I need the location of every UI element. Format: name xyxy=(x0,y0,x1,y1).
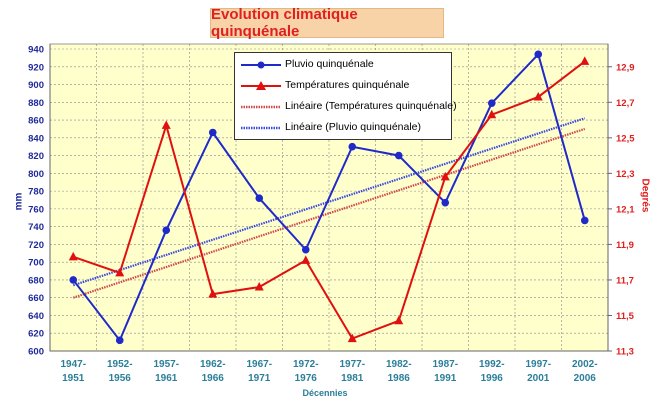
y-tick-label-left: 760 xyxy=(28,204,44,215)
y-tick-label-left: 680 xyxy=(28,275,44,286)
series-line-pluvio xyxy=(72,52,586,343)
point-temperatures xyxy=(254,282,264,291)
point-pluvio xyxy=(580,216,589,225)
point-temperatures xyxy=(394,315,404,325)
x-tick-label: 1976 xyxy=(295,373,318,384)
y-tick-label-left: 660 xyxy=(28,293,44,304)
y-tick-label-left: 780 xyxy=(28,187,44,198)
x-tick-label: 1956 xyxy=(109,373,132,384)
y-tick-label-left: 860 xyxy=(28,116,44,127)
point-temperatures xyxy=(440,171,450,181)
legend-swatch-temperatures xyxy=(241,81,281,90)
y-tick-label-right: 11,9 xyxy=(616,240,634,251)
x-tick-label: 1977- xyxy=(339,359,365,370)
y-tick-label-left: 600 xyxy=(28,347,44,358)
y-tick-label-left: 920 xyxy=(28,62,44,73)
y-axis-label-right: Degrés xyxy=(639,178,650,213)
legend-swatch-trend-pluvio xyxy=(241,126,281,130)
point-temperatures xyxy=(115,267,125,277)
trend-line-pluvio xyxy=(72,117,586,287)
legend-swatch-trend-temperatures xyxy=(241,105,281,109)
y-tick-label-left: 800 xyxy=(28,169,44,180)
y-tick-label-left: 700 xyxy=(28,258,44,269)
y-tick-label-right: 12,3 xyxy=(616,169,635,180)
x-tick-label: 1967- xyxy=(246,359,272,370)
legend-label-trend-pluvio: Linéaire (Pluvio quinquénale) xyxy=(285,121,422,133)
y-tick-label-right: 11,7 xyxy=(616,275,634,286)
point-temperatures xyxy=(208,289,218,298)
x-tick-label: 1947- xyxy=(60,359,86,370)
point-temperatures xyxy=(301,255,311,264)
y-tick-label-right: 12,9 xyxy=(616,62,635,73)
x-tick-label: 1971 xyxy=(248,373,271,384)
trend-line-temperatures xyxy=(72,127,586,299)
point-temperatures xyxy=(533,91,543,101)
chart-title: Evolution climatique quinquénale xyxy=(210,6,444,40)
point-pluvio xyxy=(69,276,78,284)
point-temperatures xyxy=(347,333,357,343)
point-temperatures xyxy=(580,56,590,65)
x-tick-label: 1987- xyxy=(432,359,458,370)
legend-item-pluvio: Pluvio quinquénale xyxy=(235,55,451,75)
legend-label-trend-temperatures: Linéaire (Températures quinquénale) xyxy=(285,100,457,112)
y-tick-label-left: 740 xyxy=(28,222,44,233)
y-tick-label-right: 11,5 xyxy=(616,311,635,322)
x-tick-label: 1992- xyxy=(479,359,505,370)
legend-label-temperatures: Températures quinquénale xyxy=(285,79,410,91)
x-tick-label: 1996 xyxy=(481,373,504,384)
x-tick-label: 1952- xyxy=(107,359,133,370)
legend-item-temperatures: Températures quinquénale xyxy=(235,76,451,96)
point-pluvio xyxy=(394,151,403,160)
point-pluvio xyxy=(255,194,264,203)
point-pluvio xyxy=(115,336,124,345)
legend-swatch-pluvio xyxy=(241,61,281,69)
y-tick-label-right: 11,3 xyxy=(616,347,634,358)
y-axis-label-left: mm xyxy=(13,192,25,211)
x-tick-label: 1966 xyxy=(202,373,225,384)
x-tick-label: 1981 xyxy=(341,373,364,384)
y-tick-label-left: 940 xyxy=(28,45,44,56)
point-pluvio xyxy=(441,198,450,207)
point-pluvio xyxy=(208,128,217,137)
x-tick-label: 1986 xyxy=(388,373,411,384)
x-tick-label: 1951 xyxy=(62,373,85,384)
point-temperatures xyxy=(487,109,497,119)
x-tick-label: 1962- xyxy=(200,359,226,370)
x-axis-label: Décennies xyxy=(302,388,348,398)
legend-item-trend-temperatures: Linéaire (Températures quinquénale) xyxy=(235,97,457,117)
x-tick-label: 1972- xyxy=(293,359,319,370)
y-tick-label-left: 640 xyxy=(28,311,44,322)
x-tick-label: 2002- xyxy=(572,359,598,370)
x-tick-label: 1997- xyxy=(525,359,551,370)
y-tick-label-right: 12,1 xyxy=(616,204,635,215)
point-temperatures xyxy=(161,120,171,129)
y-tick-label-left: 820 xyxy=(28,151,44,162)
x-tick-label: 1991 xyxy=(434,373,457,384)
x-tick-label: 1961 xyxy=(155,373,178,384)
series-line-temperatures xyxy=(72,60,586,340)
x-tick-label: 1957- xyxy=(153,359,179,370)
point-pluvio xyxy=(348,142,357,151)
x-tick-label: 2006 xyxy=(574,373,597,384)
point-temperatures xyxy=(68,251,78,261)
y-tick-label-left: 880 xyxy=(28,98,44,109)
point-pluvio xyxy=(301,245,310,254)
y-tick-label-left: 720 xyxy=(28,240,44,251)
point-pluvio xyxy=(534,50,543,59)
legend-item-trend-pluvio: Linéaire (Pluvio quinquénale) xyxy=(235,118,451,138)
point-pluvio xyxy=(487,99,496,107)
legend-label-pluvio: Pluvio quinquénale xyxy=(285,58,374,70)
x-tick-label: 1982- xyxy=(386,359,412,370)
point-pluvio xyxy=(162,226,171,234)
y-tick-label-left: 900 xyxy=(28,80,44,91)
y-tick-label-left: 840 xyxy=(28,133,44,144)
legend: Pluvio quinquénale Températures quinquén… xyxy=(234,52,457,140)
x-tick-label: 2001 xyxy=(527,373,550,384)
y-tick-label-right: 12,5 xyxy=(616,133,635,144)
y-tick-label-right: 12,7 xyxy=(616,98,635,109)
y-tick-label-left: 620 xyxy=(28,329,44,340)
